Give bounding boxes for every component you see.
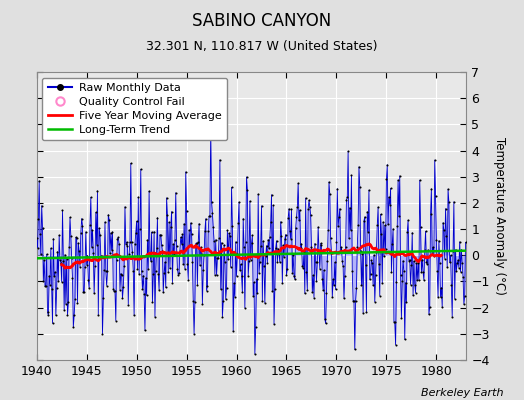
Legend: Raw Monthly Data, Quality Control Fail, Five Year Moving Average, Long-Term Tren: Raw Monthly Data, Quality Control Fail, … [42,78,227,140]
Y-axis label: Temperature Anomaly (°C): Temperature Anomaly (°C) [493,137,506,295]
Text: 32.301 N, 110.817 W (United States): 32.301 N, 110.817 W (United States) [146,40,378,53]
Text: Berkeley Earth: Berkeley Earth [421,388,503,398]
Text: SABINO CANYON: SABINO CANYON [192,12,332,30]
